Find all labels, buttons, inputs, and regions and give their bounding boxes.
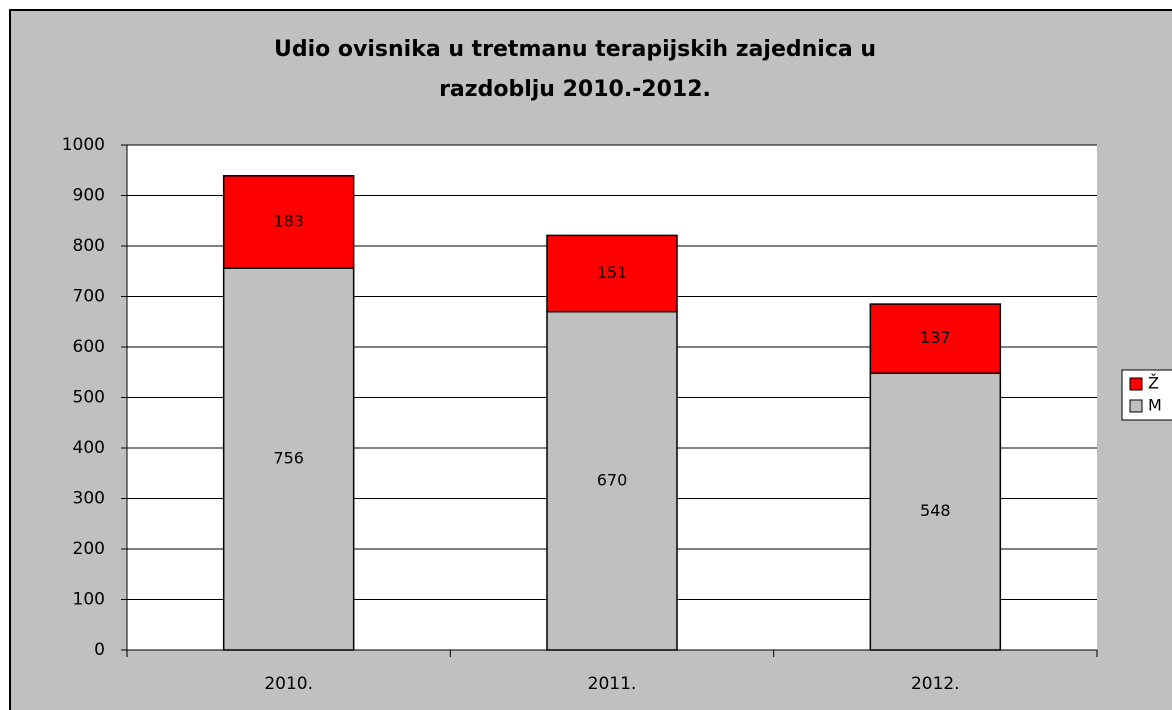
y-tick-label: 600 <box>73 337 105 357</box>
bar-segment <box>546 234 678 313</box>
bar-segment <box>869 303 1002 375</box>
value-label: 183 <box>273 212 304 231</box>
legend-swatch <box>1129 377 1143 391</box>
y-tick-label: 900 <box>73 186 105 206</box>
y-tick-label: 400 <box>73 438 105 458</box>
legend-label: M <box>1148 396 1162 415</box>
y-tick-label: 200 <box>73 539 105 559</box>
bar-segment <box>222 267 355 651</box>
value-label: 670 <box>597 470 628 489</box>
x-tick-label: 2011. <box>588 674 637 694</box>
x-tick-label: 2012. <box>911 674 960 694</box>
y-tick-label: 300 <box>73 489 105 509</box>
y-tick-label: 100 <box>73 590 105 610</box>
y-tick-label: 1000 <box>62 135 105 155</box>
y-tick-label: 500 <box>73 388 105 408</box>
bar-segment <box>869 372 1002 651</box>
y-tick-label: 800 <box>73 236 105 256</box>
value-label: 548 <box>920 501 951 520</box>
legend-swatch <box>1129 399 1143 413</box>
value-label: 137 <box>920 328 951 347</box>
x-tick-label: 2010. <box>264 674 313 694</box>
bar-segment <box>222 175 355 269</box>
bar-segment <box>546 310 678 651</box>
value-label: 756 <box>273 449 304 468</box>
y-tick-label: 0 <box>94 640 105 660</box>
value-label: 151 <box>597 263 628 282</box>
y-tick-label: 700 <box>73 287 105 307</box>
chart-title: Udio ovisnika u tretmanu terapijskih zaj… <box>273 37 877 102</box>
legend-label: Ž <box>1148 374 1159 393</box>
